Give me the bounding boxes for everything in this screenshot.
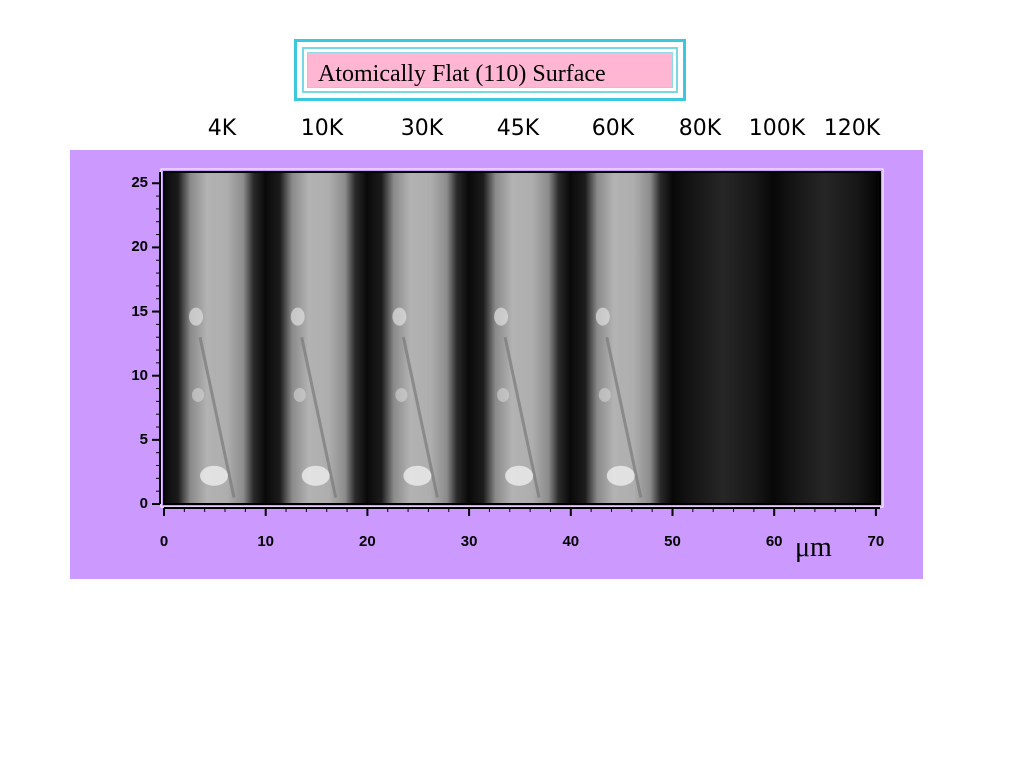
x-tick-label: 70	[867, 533, 885, 550]
y-tick-label: 20	[131, 238, 148, 256]
surface-defect	[595, 307, 610, 326]
title-box: Atomically Flat (110) Surface	[294, 39, 686, 101]
image-strip-4k	[164, 172, 266, 504]
temp-label-60k: 60K	[591, 116, 635, 141]
surface-scratch	[198, 336, 236, 498]
image-strip-100k	[774, 172, 876, 504]
x-tick-label: 60	[765, 533, 783, 550]
surface-defect	[494, 307, 509, 326]
temp-label-100k: 100K	[748, 116, 806, 141]
temp-label-80k: 80K	[678, 116, 722, 141]
y-tick-label: 25	[131, 174, 148, 192]
surface-scratch	[401, 336, 439, 498]
x-tick-label: 20	[359, 533, 376, 550]
surface-defect	[395, 387, 408, 402]
surface-bright-spot	[505, 465, 534, 486]
title-fill: Atomically Flat (110) Surface	[307, 52, 673, 88]
surface-defect	[598, 387, 611, 402]
surface-defect	[497, 387, 510, 402]
x-tick-label: 50	[664, 533, 681, 550]
image-strip-45k	[469, 172, 571, 504]
temp-label-120k: 120K	[823, 116, 881, 141]
x-tick-label: 30	[460, 533, 478, 550]
x-tick-label: 10	[257, 533, 275, 550]
image-strip-30k	[367, 172, 470, 504]
surface-defect	[192, 387, 204, 402]
y-tick-label: 0	[139, 495, 148, 512]
y-tick-label: 10	[131, 366, 148, 384]
figure-title: Atomically Flat (110) Surface	[318, 61, 606, 87]
temp-label-4k: 4K	[207, 116, 237, 141]
temp-label-10k: 10K	[300, 116, 344, 141]
surface-scratch	[605, 336, 643, 498]
surface-bright-spot	[200, 465, 228, 486]
x-unit-label: μm	[795, 532, 832, 563]
image-strip-60k	[570, 172, 673, 504]
surface-bright-spot	[606, 465, 635, 486]
x-tick-label: 0	[159, 533, 169, 550]
plot-frame	[163, 171, 881, 505]
title-inner-border: Atomically Flat (110) Surface	[302, 47, 678, 93]
surface-defect	[290, 307, 305, 326]
image-strip-80k	[672, 172, 775, 504]
image-strip-10k	[265, 172, 368, 504]
y-tick-label: 15	[131, 302, 148, 320]
x-tick-label: 40	[562, 533, 580, 550]
y-tick-label: 5	[139, 430, 148, 448]
temp-label-30k: 30K	[400, 116, 444, 141]
surface-bright-spot	[403, 465, 432, 486]
surface-bright-spot	[301, 465, 330, 486]
surface-defect	[189, 307, 203, 326]
surface-scratch	[503, 336, 541, 498]
temp-label-45k: 45K	[496, 116, 540, 141]
surface-defect	[293, 387, 306, 402]
surface-defect	[392, 307, 407, 326]
surface-scratch	[300, 336, 338, 498]
